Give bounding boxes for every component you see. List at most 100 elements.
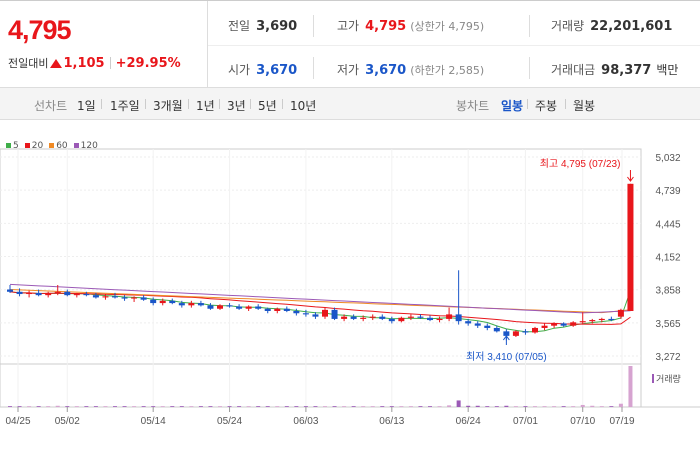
ma60-line <box>9 289 631 314</box>
candle-body <box>121 297 128 299</box>
volume-bar <box>218 406 222 407</box>
candle-body <box>455 314 462 322</box>
volume-bar <box>46 406 51 407</box>
candle-body <box>608 318 615 321</box>
candle-body <box>293 310 300 314</box>
volume-bar <box>523 406 528 407</box>
volume-bar <box>141 406 146 407</box>
change-percent: +29.95% <box>115 55 181 71</box>
tab-3m[interactable]: 3개월 <box>153 99 183 113</box>
volume-bar <box>65 406 70 407</box>
volume-bar <box>284 406 289 407</box>
tab-3y[interactable]: 3년 <box>227 99 246 113</box>
candle-body <box>112 296 118 298</box>
x-tick-label: 06/24 <box>456 416 481 427</box>
candle-body <box>178 303 185 306</box>
tab-divider <box>250 99 251 109</box>
candle-body <box>283 308 290 311</box>
candle-body <box>570 322 577 326</box>
tab-monthly[interactable]: 월봉 <box>573 99 596 113</box>
candle-body <box>388 318 395 322</box>
volume-bar <box>361 406 366 407</box>
x-tick-label: 07/10 <box>570 416 595 427</box>
candle-body <box>312 314 319 317</box>
candle-body <box>236 306 243 309</box>
candle-body <box>522 331 529 333</box>
volume-bar <box>151 406 156 407</box>
legend-ma60: 60 <box>49 141 68 151</box>
tab-5y[interactable]: 5년 <box>258 99 277 113</box>
volume-bar <box>370 406 375 407</box>
volume-bar <box>618 403 623 407</box>
ma120-line <box>9 283 631 314</box>
chart-legend: 5 20 60 120 <box>6 141 98 151</box>
volume-bar <box>609 406 614 407</box>
tab-1y[interactable]: 1년 <box>196 99 215 113</box>
high-annotation: 최고 4,795 (07/23) <box>540 158 621 170</box>
volume-bar <box>418 406 423 407</box>
volume-bar <box>380 406 385 407</box>
volume-bar <box>36 406 41 407</box>
tab-daily[interactable]: 일봉 <box>501 99 524 113</box>
candle-body <box>532 327 538 333</box>
candle-body <box>207 305 214 309</box>
candle-body <box>64 291 71 296</box>
candle-body <box>369 316 376 318</box>
y-tick-label: 3,858 <box>655 286 680 297</box>
tab-divider <box>101 99 102 109</box>
tab-divider <box>145 99 146 109</box>
candle-body <box>150 299 157 304</box>
quote-header: 4,795 전일대비 1,105 +29.95% 전일 3,690 고가 4,7… <box>0 0 700 89</box>
y-tick-label: 5,032 <box>655 153 680 164</box>
line-chart-label: 선차트 <box>34 99 68 113</box>
volume-bar <box>561 406 566 407</box>
volume-label: 거래량 <box>656 373 681 384</box>
volume-bar <box>485 406 490 407</box>
up-arrow-icon <box>50 58 63 68</box>
candle-body <box>341 316 348 319</box>
x-tick-label: 04/25 <box>5 416 30 427</box>
change-value: 1,105 <box>63 55 105 71</box>
volume-bar <box>466 405 471 407</box>
volume-bar <box>93 406 98 407</box>
low-annotation: 최저 3,410 (07/05) <box>466 351 547 363</box>
x-tick-label: 05/14 <box>141 416 166 427</box>
candlestick-chart[interactable]: 5,032 4,739 4,445 4,152 3,858 3,565 3,272 04/25… <box>0 120 700 450</box>
x-tick-label: 06/13 <box>379 416 404 427</box>
tab-divider <box>565 99 566 109</box>
candle-body <box>512 331 519 336</box>
candle-body <box>617 309 624 317</box>
y-tick-label: 4,152 <box>655 253 680 264</box>
tab-weekly[interactable]: 주봉 <box>535 99 558 113</box>
volume-bar <box>256 406 261 407</box>
candle-body <box>73 294 80 296</box>
low-arrow-icon <box>502 335 510 345</box>
volume-bar <box>170 406 175 407</box>
volume-bar <box>189 406 194 407</box>
prev-close: 전일 3,690 <box>228 19 298 34</box>
candle-body <box>627 183 634 311</box>
volume-bar <box>113 406 117 407</box>
volume-bar <box>55 405 60 407</box>
volume-bar <box>303 406 308 407</box>
x-tick-label: 07/19 <box>609 416 634 427</box>
candle-body <box>140 297 147 300</box>
volume-bar <box>74 406 79 407</box>
candle-body <box>54 291 61 293</box>
candle-body <box>493 327 500 332</box>
tab-1d[interactable]: 1일 <box>77 99 96 113</box>
high-arrow-icon <box>627 170 634 182</box>
candle-body <box>598 318 605 321</box>
current-price: 4,795 <box>8 15 72 45</box>
candle-body <box>322 309 328 317</box>
volume-bar <box>8 406 12 407</box>
chart-period-tabs: 선차트 1일 1주일 3개월 1년 3년 5년 10년 봉차트 일봉 주봉 월봉 <box>0 88 700 120</box>
candle-body <box>360 317 367 319</box>
tab-1w[interactable]: 1주일 <box>110 99 140 113</box>
candle-body <box>102 296 109 298</box>
volume-bar <box>628 366 633 407</box>
volume: 거래량 22,201,601 <box>551 19 673 34</box>
tab-divider <box>282 99 283 109</box>
tab-10y[interactable]: 10년 <box>290 99 317 113</box>
volume-legend-swatch <box>652 374 654 383</box>
